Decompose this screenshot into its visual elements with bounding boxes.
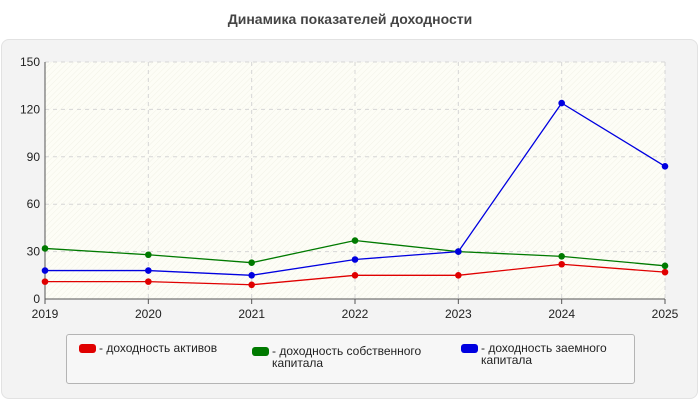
data-point-1 [558, 253, 565, 260]
data-point-2 [248, 272, 255, 279]
x-tick-label: 2019 [32, 307, 59, 321]
data-point-2 [145, 267, 152, 274]
data-point-2 [558, 99, 565, 107]
y-tick-label: 90 [27, 150, 41, 164]
data-point-0 [558, 260, 565, 268]
data-point-2 [41, 267, 49, 274]
data-point-1 [41, 245, 49, 252]
legend-swatch-borrowed [461, 344, 478, 353]
legend-item-borrowed: - доходность заемного капитала [461, 342, 607, 366]
data-point-1 [351, 237, 359, 244]
data-point-0 [41, 278, 49, 285]
data-point-1 [145, 251, 152, 259]
data-point-2 [455, 248, 462, 255]
y-tick-label: 30 [27, 245, 41, 259]
data-point-0 [661, 268, 669, 276]
data-point-0 [145, 278, 152, 285]
x-tick-label: 2022 [342, 307, 369, 321]
data-point-2 [661, 162, 669, 170]
x-tick-label: 2023 [445, 307, 472, 321]
data-point-0 [455, 272, 462, 279]
data-point-0 [351, 272, 359, 279]
chart-title: Динамика показателей доходности [227, 11, 473, 27]
y-tick-label: 0 [33, 292, 40, 306]
legend-item-equity: - доходность собственного капитала [252, 345, 421, 369]
y-tick-label: 60 [27, 197, 41, 211]
y-tick-label: 150 [20, 55, 40, 69]
data-point-1 [661, 262, 669, 270]
x-tick-label: 2021 [238, 307, 265, 321]
data-point-2 [351, 256, 359, 263]
legend-label-assets: - доходность активов [99, 341, 218, 355]
y-tick-label: 120 [20, 102, 40, 116]
chart-legend: - доходность активов - доходность собств… [66, 334, 635, 384]
data-point-0 [248, 281, 255, 289]
legend-item-assets: - доходность активов [79, 342, 217, 354]
legend-label-equity: - доходность собственного капитала [272, 344, 422, 370]
x-tick-label: 2025 [652, 307, 679, 321]
legend-label-borrowed: - доходность заемного капитала [481, 341, 607, 367]
data-point-1 [248, 259, 255, 266]
legend-swatch-equity [252, 347, 269, 356]
x-tick-label: 2020 [135, 307, 162, 321]
legend-swatch-assets [79, 344, 96, 353]
x-tick-label: 2024 [548, 307, 575, 321]
